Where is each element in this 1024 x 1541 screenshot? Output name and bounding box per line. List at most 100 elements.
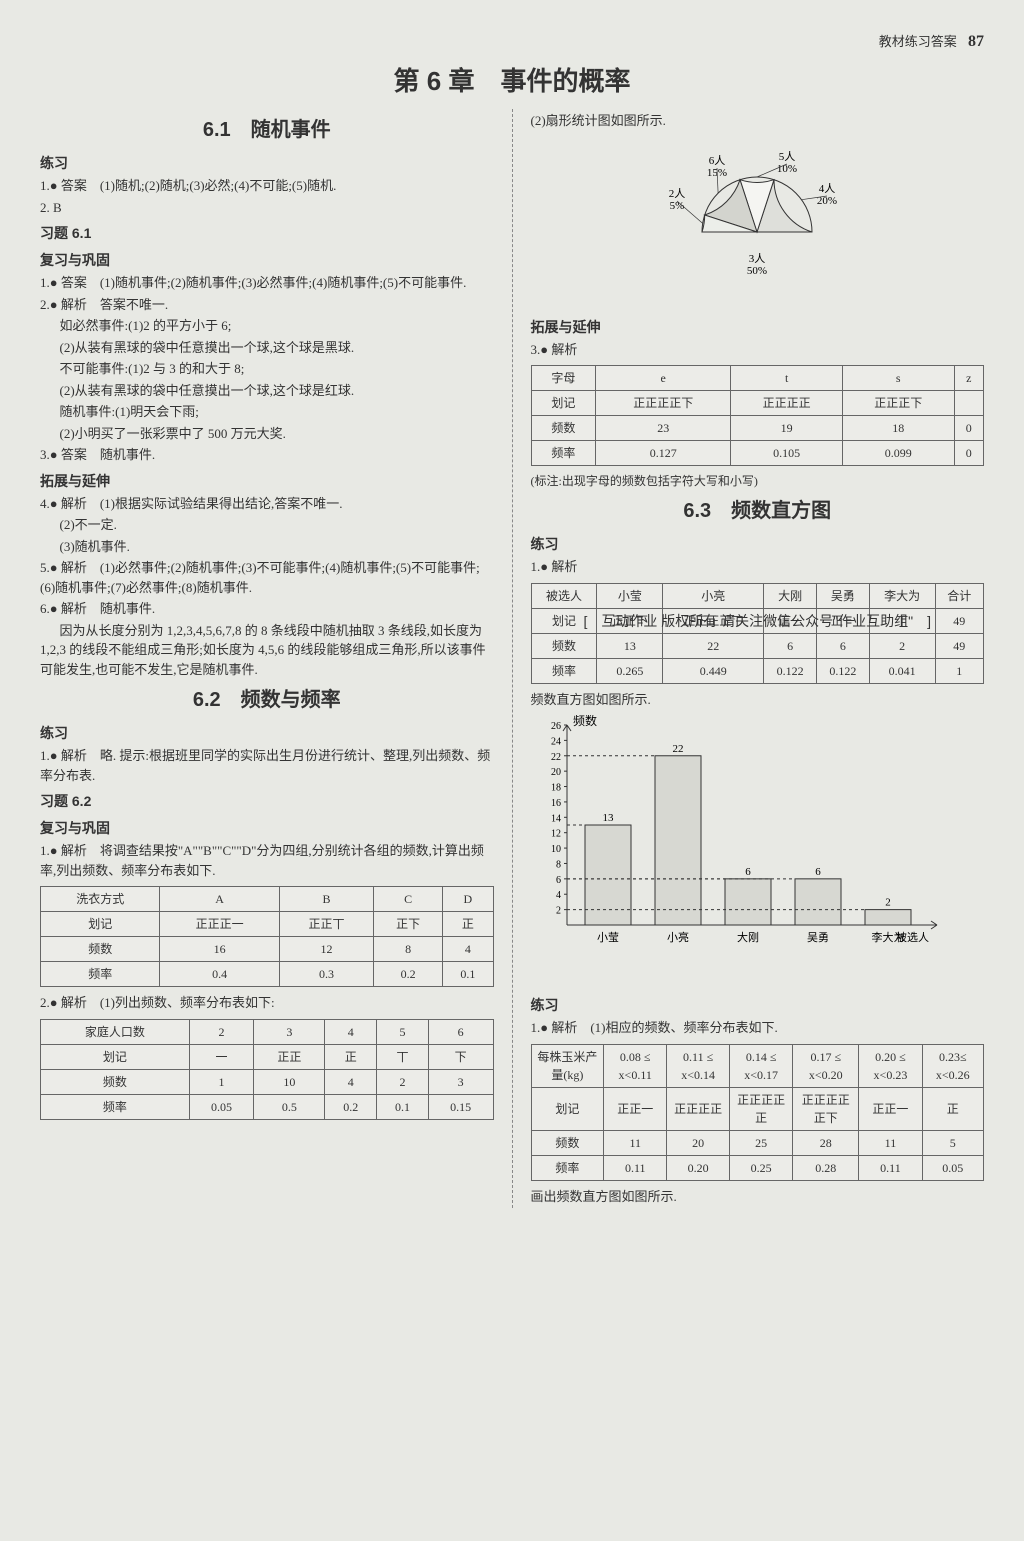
chart-text: 6: [556, 875, 561, 886]
table-cell: 频数: [531, 1130, 604, 1155]
table-cell: 正正正正正下: [793, 1087, 859, 1130]
heading-lianxi: 练习: [40, 153, 494, 174]
pie-slice-label: 4人: [819, 182, 836, 195]
table-cell: 0.3: [279, 962, 373, 987]
chart-text: 4: [556, 890, 561, 901]
heading-tuozhan-right: 拓展与延伸: [531, 317, 985, 338]
hist-intro: 频数直方图如图所示.: [531, 690, 985, 710]
table-cell: 18: [842, 416, 954, 441]
table-cell: 0: [954, 416, 983, 441]
table-cell: 11: [604, 1130, 667, 1155]
table-cell: 1: [935, 658, 983, 683]
right-column: (2)扇形统计图如图所示. 3人50%4人20%5人10%6人15%2人5% 拓…: [512, 109, 985, 1208]
watermark-text: [ 互动作业 版权所有 请关注微信公众号"作业互助组" ]: [519, 611, 997, 632]
table-cell: 下: [428, 1044, 493, 1069]
table-cell: 0.25: [730, 1155, 793, 1180]
s62-fx2: 2.● 解析 (1)列出频数、频率分布表如下:: [40, 993, 494, 1013]
histogram-bar: [655, 756, 701, 925]
s62-fx1: 1.● 解析 将调查结果按"A""B""C""D"分为四组,分别统计各组的频数,…: [40, 841, 494, 880]
table-header-cell: 洗衣方式: [41, 887, 160, 912]
table-header-cell: 小莹: [597, 583, 663, 608]
table-wash-method: 洗衣方式ABCD划记正正正一正正丅正下正频数161284频率0.40.30.20…: [40, 886, 494, 987]
table-cell: 频率: [41, 1094, 190, 1119]
heading-xiti62: 习题 6.2: [40, 791, 494, 812]
table-cell: 0.4: [160, 962, 279, 987]
table-header-cell: s: [842, 366, 954, 391]
s62-lx1: 1.● 解析 略. 提示:根据班里同学的实际出生月份进行统计、整理,列出频数、频…: [40, 746, 494, 785]
table-cell: 4: [443, 937, 493, 962]
table-cell: 0.11: [859, 1155, 922, 1180]
table-header-cell: A: [160, 887, 279, 912]
table-cell: 10: [254, 1069, 325, 1094]
table-header-cell: 家庭人口数: [41, 1019, 190, 1044]
pie-intro: (2)扇形统计图如图所示.: [531, 111, 985, 131]
table-header-cell: 每株玉米产量(kg): [531, 1044, 604, 1087]
chart-text: 10: [551, 844, 561, 855]
table-header-cell: 4: [325, 1019, 377, 1044]
table-cell: 正正一: [604, 1087, 667, 1130]
table-cell: 0.449: [663, 658, 764, 683]
chart-text: 频数: [573, 715, 597, 728]
table-cell: 0.122: [764, 658, 817, 683]
pie-slice-label: 6人: [709, 154, 726, 167]
table-cell: 正正丅: [279, 912, 373, 937]
s61-tz4b: (2)不一定.: [40, 515, 494, 535]
table-header-cell: 被选人: [531, 583, 597, 608]
table-cell: 频数: [531, 416, 596, 441]
chart-text: 20: [551, 767, 561, 778]
table-cell: 正正正正正: [730, 1087, 793, 1130]
table-header-cell: t: [731, 366, 843, 391]
table-cell: 16: [160, 937, 279, 962]
heading-lianxi63: 练习: [531, 534, 985, 555]
s61-tz6b: 因为从长度分别为 1,2,3,4,5,6,7,8 的 8 条线段中随机抽取 3 …: [40, 621, 494, 680]
table-cell: 0.1: [377, 1094, 429, 1119]
table-cell: 1: [189, 1069, 254, 1094]
s61-fx2d: 不可能事件:(1)2 与 3 的和大于 8;: [40, 359, 494, 379]
chart-text: 被选人: [896, 931, 929, 944]
chart-text: 大刚: [737, 930, 759, 944]
histogram-bar: [725, 879, 771, 925]
right-tz3: 3.● 解析: [531, 340, 985, 360]
section-6-1-title: 6.1 随机事件: [40, 115, 494, 145]
chart-text: 12: [551, 829, 561, 840]
chart-text: 2: [885, 897, 891, 909]
table-cell: 20: [667, 1130, 730, 1155]
chart-text: 24: [551, 736, 561, 747]
heading-lianxi63b: 练习: [531, 995, 985, 1016]
table-cell: 49: [935, 633, 983, 658]
table-cell: 正下: [374, 912, 443, 937]
pie-slice-value: 5%: [670, 200, 685, 212]
table-cell: 8: [374, 937, 443, 962]
table-cell: 25: [730, 1130, 793, 1155]
table-header-cell: 0.14 ≤ x<0.17: [730, 1044, 793, 1087]
pie-slice-label: 2人: [669, 187, 686, 200]
table-cell: 正正正下: [842, 391, 954, 416]
chart-text: 18: [551, 783, 561, 794]
table-cell: 0.127: [596, 441, 731, 466]
s61-tz4c: (3)随机事件.: [40, 537, 494, 557]
chart-text: 小莹: [597, 931, 619, 944]
table-cell: 5: [922, 1130, 983, 1155]
heading-tuozhan61: 拓展与延伸: [40, 471, 494, 492]
s63-lx2: 1.● 解析 (1)相应的频数、频率分布表如下.: [531, 1018, 985, 1038]
pie-slice-label: 5人: [779, 150, 796, 163]
table-header-cell: D: [443, 887, 493, 912]
table-cell: 丅: [377, 1044, 429, 1069]
table-cell: 0.105: [731, 441, 843, 466]
pie-leader-line: [677, 201, 703, 223]
table-cell: 0.122: [817, 658, 870, 683]
table-cell: [954, 391, 983, 416]
table-cell: 0.2: [374, 962, 443, 987]
table-cell: 11: [859, 1130, 922, 1155]
chart-text: 吴勇: [807, 931, 829, 944]
heading-xiti61: 习题 6.1: [40, 223, 494, 244]
table-cell: 23: [596, 416, 731, 441]
table-cell: 0.05: [189, 1094, 254, 1119]
table-cell: 频率: [531, 658, 597, 683]
page-number: 87: [968, 33, 984, 50]
histogram-chart: 2468101214161820222426频数13小莹22小亮6大刚6吴勇2李…: [531, 715, 985, 985]
s61-fx1: 1.● 答案 (1)随机事件;(2)随机事件;(3)必然事件;(4)随机事件;(…: [40, 273, 494, 293]
table-header-cell: 0.08 ≤ x<0.11: [604, 1044, 667, 1087]
s61-fx2b: 如必然事件:(1)2 的平方小于 6;: [40, 316, 494, 336]
table-header-cell: B: [279, 887, 373, 912]
